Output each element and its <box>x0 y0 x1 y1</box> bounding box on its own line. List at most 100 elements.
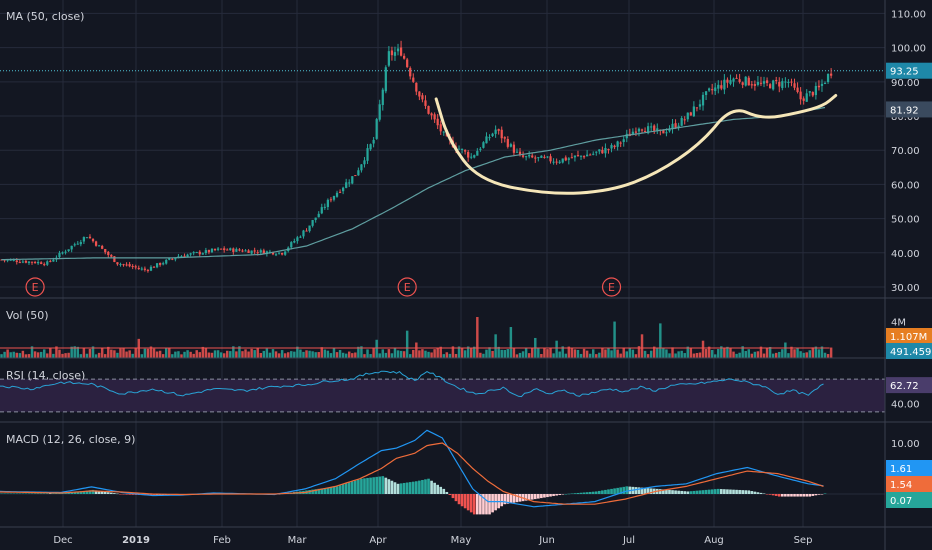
candle-body[interactable] <box>643 131 647 133</box>
candle-body[interactable] <box>216 248 220 250</box>
earnings-marker-label[interactable]: E <box>608 281 615 294</box>
candle-body[interactable] <box>396 48 400 52</box>
candle-body[interactable] <box>58 252 61 258</box>
candle-body[interactable] <box>159 263 162 265</box>
candle-body[interactable] <box>512 144 516 153</box>
candle-body[interactable] <box>613 145 616 148</box>
time-tick-label[interactable]: Jun <box>538 535 555 546</box>
candle-body[interactable] <box>168 258 171 260</box>
candle-body[interactable] <box>433 114 436 120</box>
candle-body[interactable] <box>567 158 570 160</box>
candle-body[interactable] <box>98 245 101 247</box>
candle-body[interactable] <box>765 80 769 83</box>
candle-body[interactable] <box>265 251 268 254</box>
candle-body[interactable] <box>378 104 381 120</box>
candle-body[interactable] <box>610 145 613 149</box>
candle-body[interactable] <box>195 252 198 254</box>
candle-body[interactable] <box>274 254 278 256</box>
candle-body[interactable] <box>21 261 24 263</box>
candle-body[interactable] <box>119 264 122 266</box>
candle-body[interactable] <box>235 248 238 252</box>
candle-body[interactable] <box>683 119 686 121</box>
candle-body[interactable] <box>592 153 595 155</box>
candle-body[interactable] <box>817 85 821 88</box>
candle-body[interactable] <box>570 157 573 159</box>
candle-body[interactable] <box>6 259 9 261</box>
candle-body[interactable] <box>229 248 232 251</box>
candle-body[interactable] <box>552 161 555 163</box>
candle-body[interactable] <box>116 262 119 265</box>
candle-body[interactable] <box>277 252 281 254</box>
time-tick-label[interactable]: Apr <box>369 535 387 546</box>
candle-body[interactable] <box>390 50 394 56</box>
candle-body[interactable] <box>140 268 143 270</box>
time-tick-label[interactable]: Aug <box>704 535 724 546</box>
candle-body[interactable] <box>52 259 55 262</box>
candle-body[interactable] <box>15 260 18 263</box>
candle-body[interactable] <box>64 251 67 253</box>
candle-body[interactable] <box>784 81 787 83</box>
candle-body[interactable] <box>226 249 229 251</box>
candle-body[interactable] <box>30 261 34 263</box>
candle-body[interactable] <box>717 84 720 89</box>
candle-body[interactable] <box>689 112 692 116</box>
candle-body[interactable] <box>589 154 592 156</box>
candle-body[interactable] <box>634 131 638 133</box>
candle-body[interactable] <box>369 144 372 150</box>
candle-body[interactable] <box>826 73 830 82</box>
candle-body[interactable] <box>174 258 177 260</box>
candle-body[interactable] <box>759 82 763 84</box>
candle-body[interactable] <box>250 250 253 254</box>
candle-body[interactable] <box>82 237 85 242</box>
candle-body[interactable] <box>393 52 397 56</box>
candle-body[interactable] <box>640 129 644 131</box>
candle-body[interactable] <box>808 91 811 93</box>
candle-body[interactable] <box>171 258 174 260</box>
candle-body[interactable] <box>104 248 107 253</box>
candle-body[interactable] <box>720 85 723 89</box>
candle-body[interactable] <box>738 79 741 82</box>
candle-body[interactable] <box>747 77 750 86</box>
candle-body[interactable] <box>198 251 201 255</box>
candle-body[interactable] <box>146 270 150 272</box>
candle-body[interactable] <box>695 107 699 109</box>
price-axis[interactable]: 30.00 40.00 50.00 60.00 70.00 80.00 90.00 100.0… <box>891 9 926 450</box>
candle-body[interactable] <box>622 139 625 142</box>
time-tick-label[interactable]: Feb <box>213 535 231 546</box>
candle-body[interactable] <box>790 81 793 83</box>
candle-body[interactable] <box>491 133 494 137</box>
candle-body[interactable] <box>134 266 137 268</box>
candle-body[interactable] <box>540 155 543 158</box>
candle-body[interactable] <box>528 154 531 157</box>
candle-body[interactable] <box>515 151 519 153</box>
candle-body[interactable] <box>110 254 113 257</box>
candle-body[interactable] <box>61 252 64 254</box>
candle-body[interactable] <box>521 155 525 157</box>
candle-body[interactable] <box>787 81 790 83</box>
candle-body[interactable] <box>653 125 656 131</box>
candle-body[interactable] <box>27 261 31 263</box>
candle-body[interactable] <box>778 82 781 87</box>
candle-body[interactable] <box>317 213 320 218</box>
candle-body[interactable] <box>284 251 287 255</box>
candle-body[interactable] <box>473 155 476 158</box>
candle-body[interactable] <box>692 106 695 117</box>
candle-body[interactable] <box>107 251 110 256</box>
candle-body[interactable] <box>326 199 329 208</box>
candle-body[interactable] <box>131 266 134 268</box>
candle-body[interactable] <box>460 148 464 150</box>
candle-body[interactable] <box>384 67 387 92</box>
candle-body[interactable] <box>564 157 567 161</box>
candle-body[interactable] <box>573 155 577 158</box>
candle-body[interactable] <box>155 263 159 268</box>
candle-body[interactable] <box>375 119 378 139</box>
candle-body[interactable] <box>427 105 430 114</box>
candle-body[interactable] <box>439 124 442 132</box>
candle-body[interactable] <box>125 264 128 266</box>
candle-body[interactable] <box>647 126 650 134</box>
candle-body[interactable] <box>750 84 753 86</box>
candle-body[interactable] <box>582 156 586 158</box>
candle-body[interactable] <box>494 129 497 134</box>
